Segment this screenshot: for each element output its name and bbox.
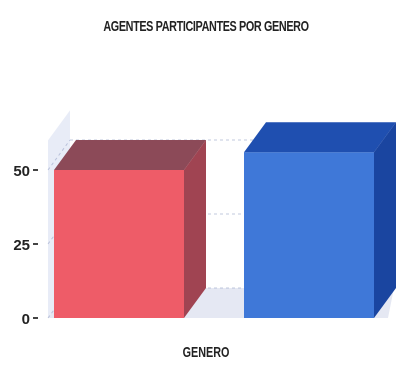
bar-front — [54, 170, 184, 318]
chart-title: AGENTES PARTICIPANTES POR GENERO — [103, 18, 309, 35]
bar-side — [374, 122, 396, 319]
bar — [54, 140, 206, 318]
bar-top — [244, 122, 396, 153]
chart-bars — [54, 122, 396, 319]
x-axis-label: GENERO — [182, 344, 230, 361]
y-tick-label: 0 — [22, 311, 30, 328]
chart-y-ticks: 0 25 50 — [13, 163, 38, 328]
bar — [244, 122, 396, 319]
bar-top — [54, 140, 206, 170]
y-tick-label: 25 — [13, 237, 30, 254]
bar-side — [184, 140, 206, 318]
gridline-depth — [47, 139, 71, 171]
bar-front — [244, 152, 374, 318]
y-tick-label: 50 — [13, 163, 30, 180]
